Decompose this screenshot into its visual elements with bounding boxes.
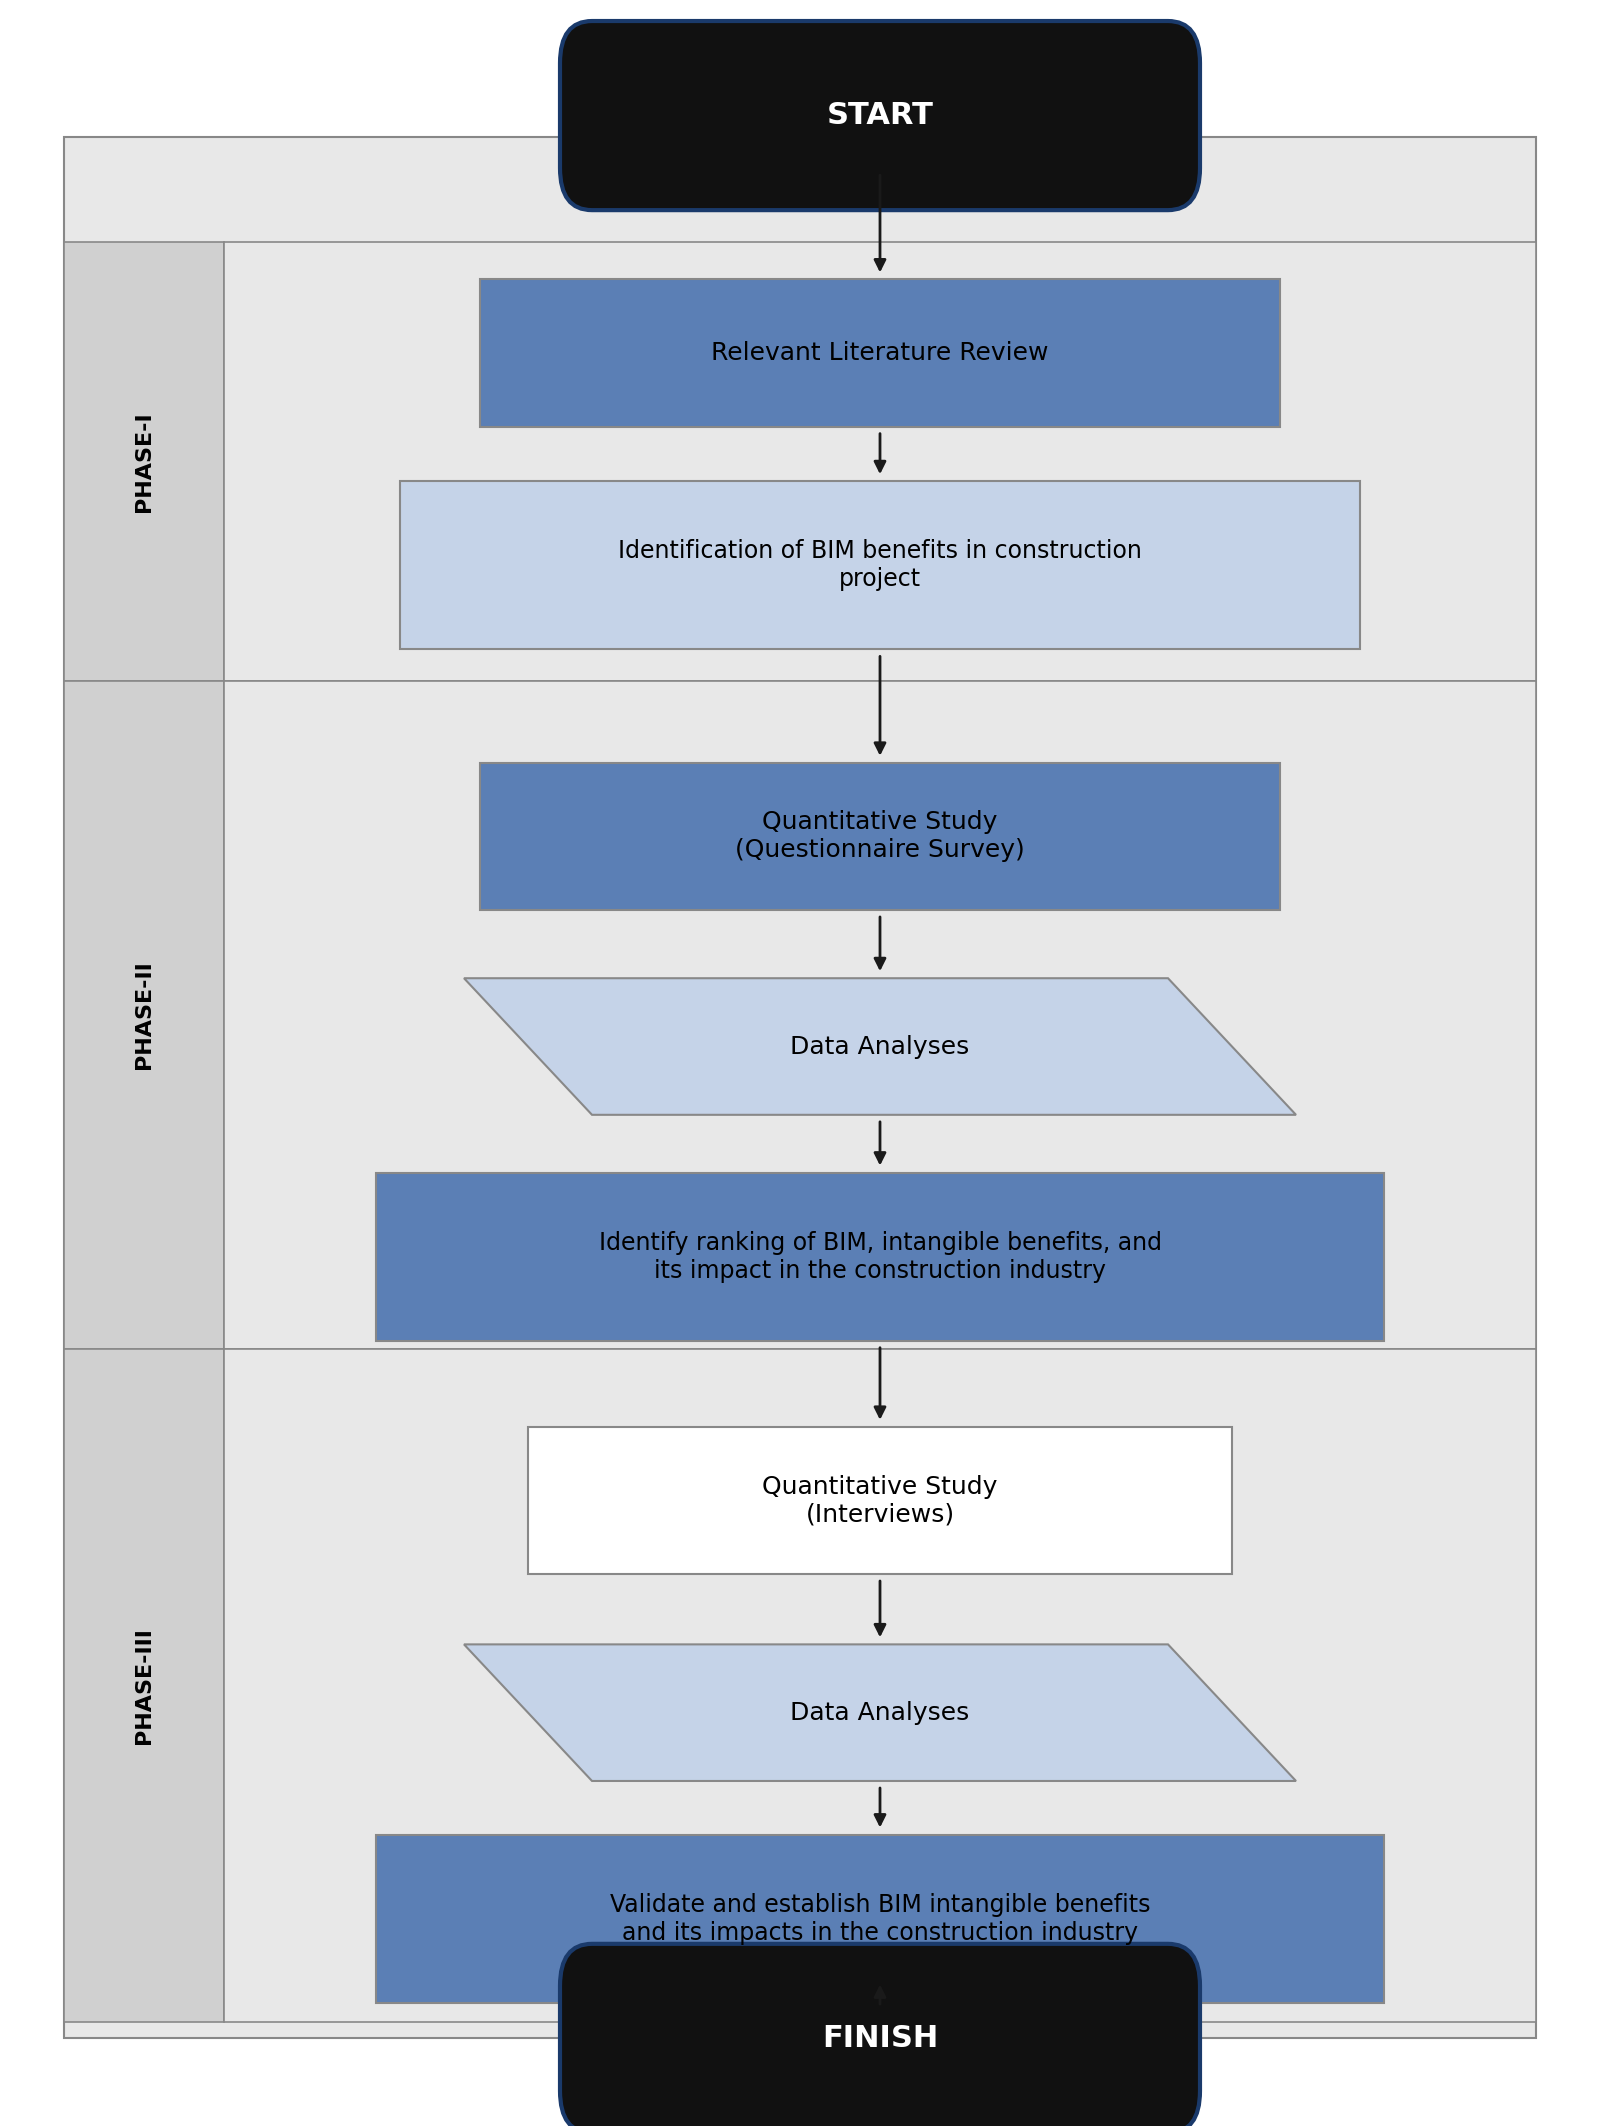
Polygon shape <box>464 1643 1296 1782</box>
FancyBboxPatch shape <box>376 1174 1384 1342</box>
FancyBboxPatch shape <box>224 1350 1536 2022</box>
Text: PHASE-I: PHASE-I <box>134 410 154 512</box>
Text: FINISH: FINISH <box>822 2024 938 2054</box>
FancyBboxPatch shape <box>64 136 1536 2039</box>
Text: Validate and establish BIM intangible benefits
and its impacts in the constructi: Validate and establish BIM intangible be… <box>610 1892 1150 1945</box>
FancyBboxPatch shape <box>528 1427 1232 1573</box>
Text: START: START <box>827 102 933 130</box>
FancyBboxPatch shape <box>376 1835 1384 2003</box>
FancyBboxPatch shape <box>64 1350 224 2022</box>
FancyBboxPatch shape <box>64 680 224 1350</box>
FancyBboxPatch shape <box>480 763 1280 910</box>
Text: PHASE-III: PHASE-III <box>134 1626 154 1743</box>
FancyBboxPatch shape <box>560 1943 1200 2126</box>
Text: Relevant Literature Review: Relevant Literature Review <box>712 340 1048 366</box>
FancyBboxPatch shape <box>560 21 1200 210</box>
FancyBboxPatch shape <box>400 480 1360 648</box>
FancyBboxPatch shape <box>224 242 1536 680</box>
Text: PHASE-II: PHASE-II <box>134 961 154 1069</box>
Text: Identify ranking of BIM, intangible benefits, and
its impact in the construction: Identify ranking of BIM, intangible bene… <box>598 1231 1162 1282</box>
FancyBboxPatch shape <box>480 279 1280 427</box>
FancyBboxPatch shape <box>64 242 224 680</box>
Text: Quantitative Study
(Questionnaire Survey): Quantitative Study (Questionnaire Survey… <box>734 810 1026 863</box>
FancyBboxPatch shape <box>224 680 1536 1350</box>
Text: Data Analyses: Data Analyses <box>790 1701 970 1724</box>
Polygon shape <box>464 978 1296 1114</box>
Text: Data Analyses: Data Analyses <box>790 1035 970 1059</box>
Text: Identification of BIM benefits in construction
project: Identification of BIM benefits in constr… <box>618 540 1142 591</box>
Text: Quantitative Study
(Interviews): Quantitative Study (Interviews) <box>762 1475 998 1526</box>
